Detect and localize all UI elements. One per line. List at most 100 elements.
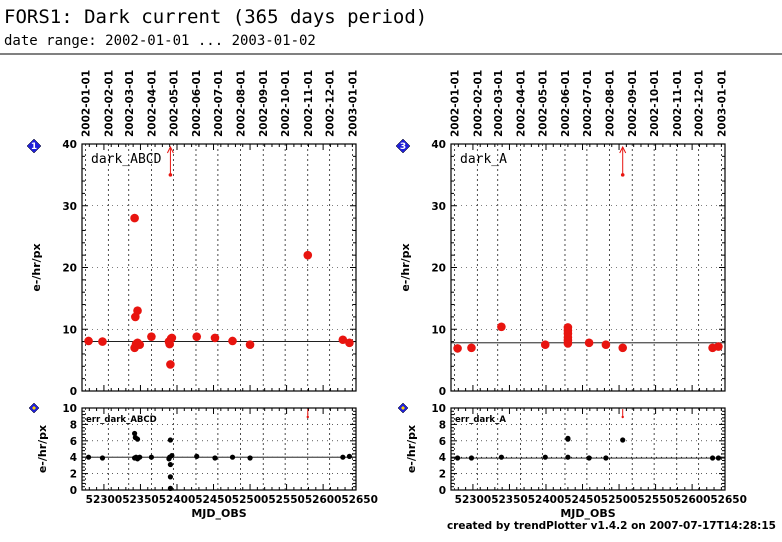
data-point: [454, 455, 461, 461]
data-point: [228, 336, 237, 346]
x-tick-label: 52450: [564, 494, 601, 506]
x-tick-label: 52650: [341, 494, 378, 506]
data-point: [210, 333, 220, 343]
x-tick-label: 52600: [674, 494, 711, 506]
x-axis-title: MJD_OBS: [191, 507, 246, 520]
y-tick-label: 0: [70, 485, 77, 497]
panel-name: err_dark_ABCD: [86, 415, 157, 425]
date-tick-label: 2002-08-01: [605, 70, 617, 137]
x-tick-label: 52550: [268, 494, 305, 506]
plot-frame: [450, 407, 726, 491]
data-point: [245, 340, 255, 349]
data-point: [137, 454, 143, 460]
data-point: [169, 452, 175, 459]
y-tick-label: 40: [62, 139, 77, 151]
y-axis-title: e-/hr/px: [405, 425, 418, 473]
badge-number: 1: [31, 142, 37, 152]
y-tick-label: 30: [431, 201, 446, 213]
date-tick-label: 2002-03-01: [124, 70, 136, 137]
date-tick-label: 2002-11-01: [303, 70, 315, 137]
data-point: [212, 455, 218, 461]
x-tick-label: 52600: [305, 494, 342, 506]
data-point: [542, 454, 548, 460]
date-tick-label: 2002-07-01: [213, 70, 225, 137]
x-tick-label: 52350: [491, 494, 528, 506]
data-point: [247, 455, 253, 461]
data-point: [135, 340, 145, 349]
y-tick-label: 20: [62, 263, 77, 275]
x-tick-label: 52400: [528, 494, 565, 506]
y-tick-label: 6: [439, 436, 446, 448]
y-tick-label: 0: [439, 386, 446, 398]
data-point: [345, 338, 354, 348]
data-point: [714, 342, 723, 351]
x-tick-label: 52650: [710, 494, 747, 506]
data-point: [167, 461, 174, 468]
x-tick-label: 52550: [637, 494, 674, 506]
data-point: [167, 474, 174, 480]
x-tick-label: 52500: [601, 494, 638, 506]
data-point: [167, 485, 174, 491]
plot-frame: [81, 143, 357, 392]
data-point: [130, 213, 139, 223]
footer-credit: created by trendPlotter v1.4.2 on 2007-0…: [447, 520, 776, 532]
data-point: [563, 339, 573, 348]
date-tick-label: 2003-01-01: [347, 70, 359, 137]
y-axis-title: e-/hr/px: [30, 243, 43, 291]
data-point: [147, 332, 156, 341]
data-point: [498, 454, 505, 460]
y-tick-label: 4: [70, 452, 77, 464]
outlier-point: [168, 173, 173, 177]
date-range: date range: 2002-01-01 ... 2003-01-02: [4, 33, 316, 49]
data-point: [584, 338, 594, 348]
data-point: [166, 360, 175, 369]
data-point: [98, 337, 107, 346]
y-tick-label: 2: [70, 469, 77, 481]
outlier-point: [306, 415, 309, 419]
y-axis-title: e-/hr/px: [399, 243, 412, 291]
data-point: [586, 455, 592, 461]
plot-frame: [81, 407, 357, 491]
date-tick-label: 2002-04-01: [146, 70, 158, 137]
date-tick-label: 2002-04-01: [515, 70, 527, 137]
data-point: [148, 454, 155, 460]
data-point: [540, 340, 550, 349]
date-tick-label: 2002-08-01: [236, 70, 248, 137]
y-tick-label: 10: [62, 403, 77, 415]
y-tick-label: 10: [62, 324, 77, 336]
y-tick-label: 8: [70, 419, 77, 431]
date-tick-label: 2002-10-01: [649, 70, 661, 137]
date-tick-label: 2002-02-01: [103, 70, 115, 137]
y-tick-label: 2: [439, 469, 446, 481]
y-tick-label: 30: [62, 201, 77, 213]
page-title: FORS1: Dark current (365 days period): [4, 6, 427, 28]
panel-name: dark_ABCD: [91, 152, 162, 167]
data-point: [340, 454, 346, 460]
data-point: [565, 436, 571, 442]
data-point: [133, 306, 142, 316]
y-tick-label: 10: [431, 403, 446, 415]
badge-diamond: [395, 138, 411, 154]
data-point: [99, 455, 106, 461]
chart-dark_ABCD: 0 10 20 30 40 e-/hr/px dark_ABCD 1 2002-01-01 200…: [26, 70, 359, 398]
data-point: [709, 455, 716, 461]
date-tick-label: 2002-11-01: [672, 70, 684, 137]
chart-dark_A: 0 10 20 30 40 e-/hr/px dark_A 3 2002-01-01 2002-0…: [395, 70, 728, 398]
chart-err_dark_A: 0 2 4 6 8 10 e-/hr/px err_dark_A 52300 52350 52400…: [397, 402, 747, 520]
y-tick-label: 4: [439, 452, 446, 464]
data-point: [565, 454, 571, 460]
data-point: [229, 454, 236, 460]
data-point: [618, 343, 628, 353]
date-tick-label: 2002-07-01: [582, 70, 594, 137]
outlier-arrowhead: [166, 145, 174, 154]
y-tick-label: 40: [431, 139, 446, 151]
outlier-arrowhead: [619, 145, 627, 154]
y-tick-label: 0: [439, 485, 446, 497]
badge-number: 3: [400, 142, 406, 152]
x-tick-label: 52300: [455, 494, 492, 506]
date-tick-label: 2002-09-01: [627, 70, 639, 137]
outlier-point: [620, 173, 625, 177]
date-tick-label: 2002-09-01: [258, 70, 270, 137]
